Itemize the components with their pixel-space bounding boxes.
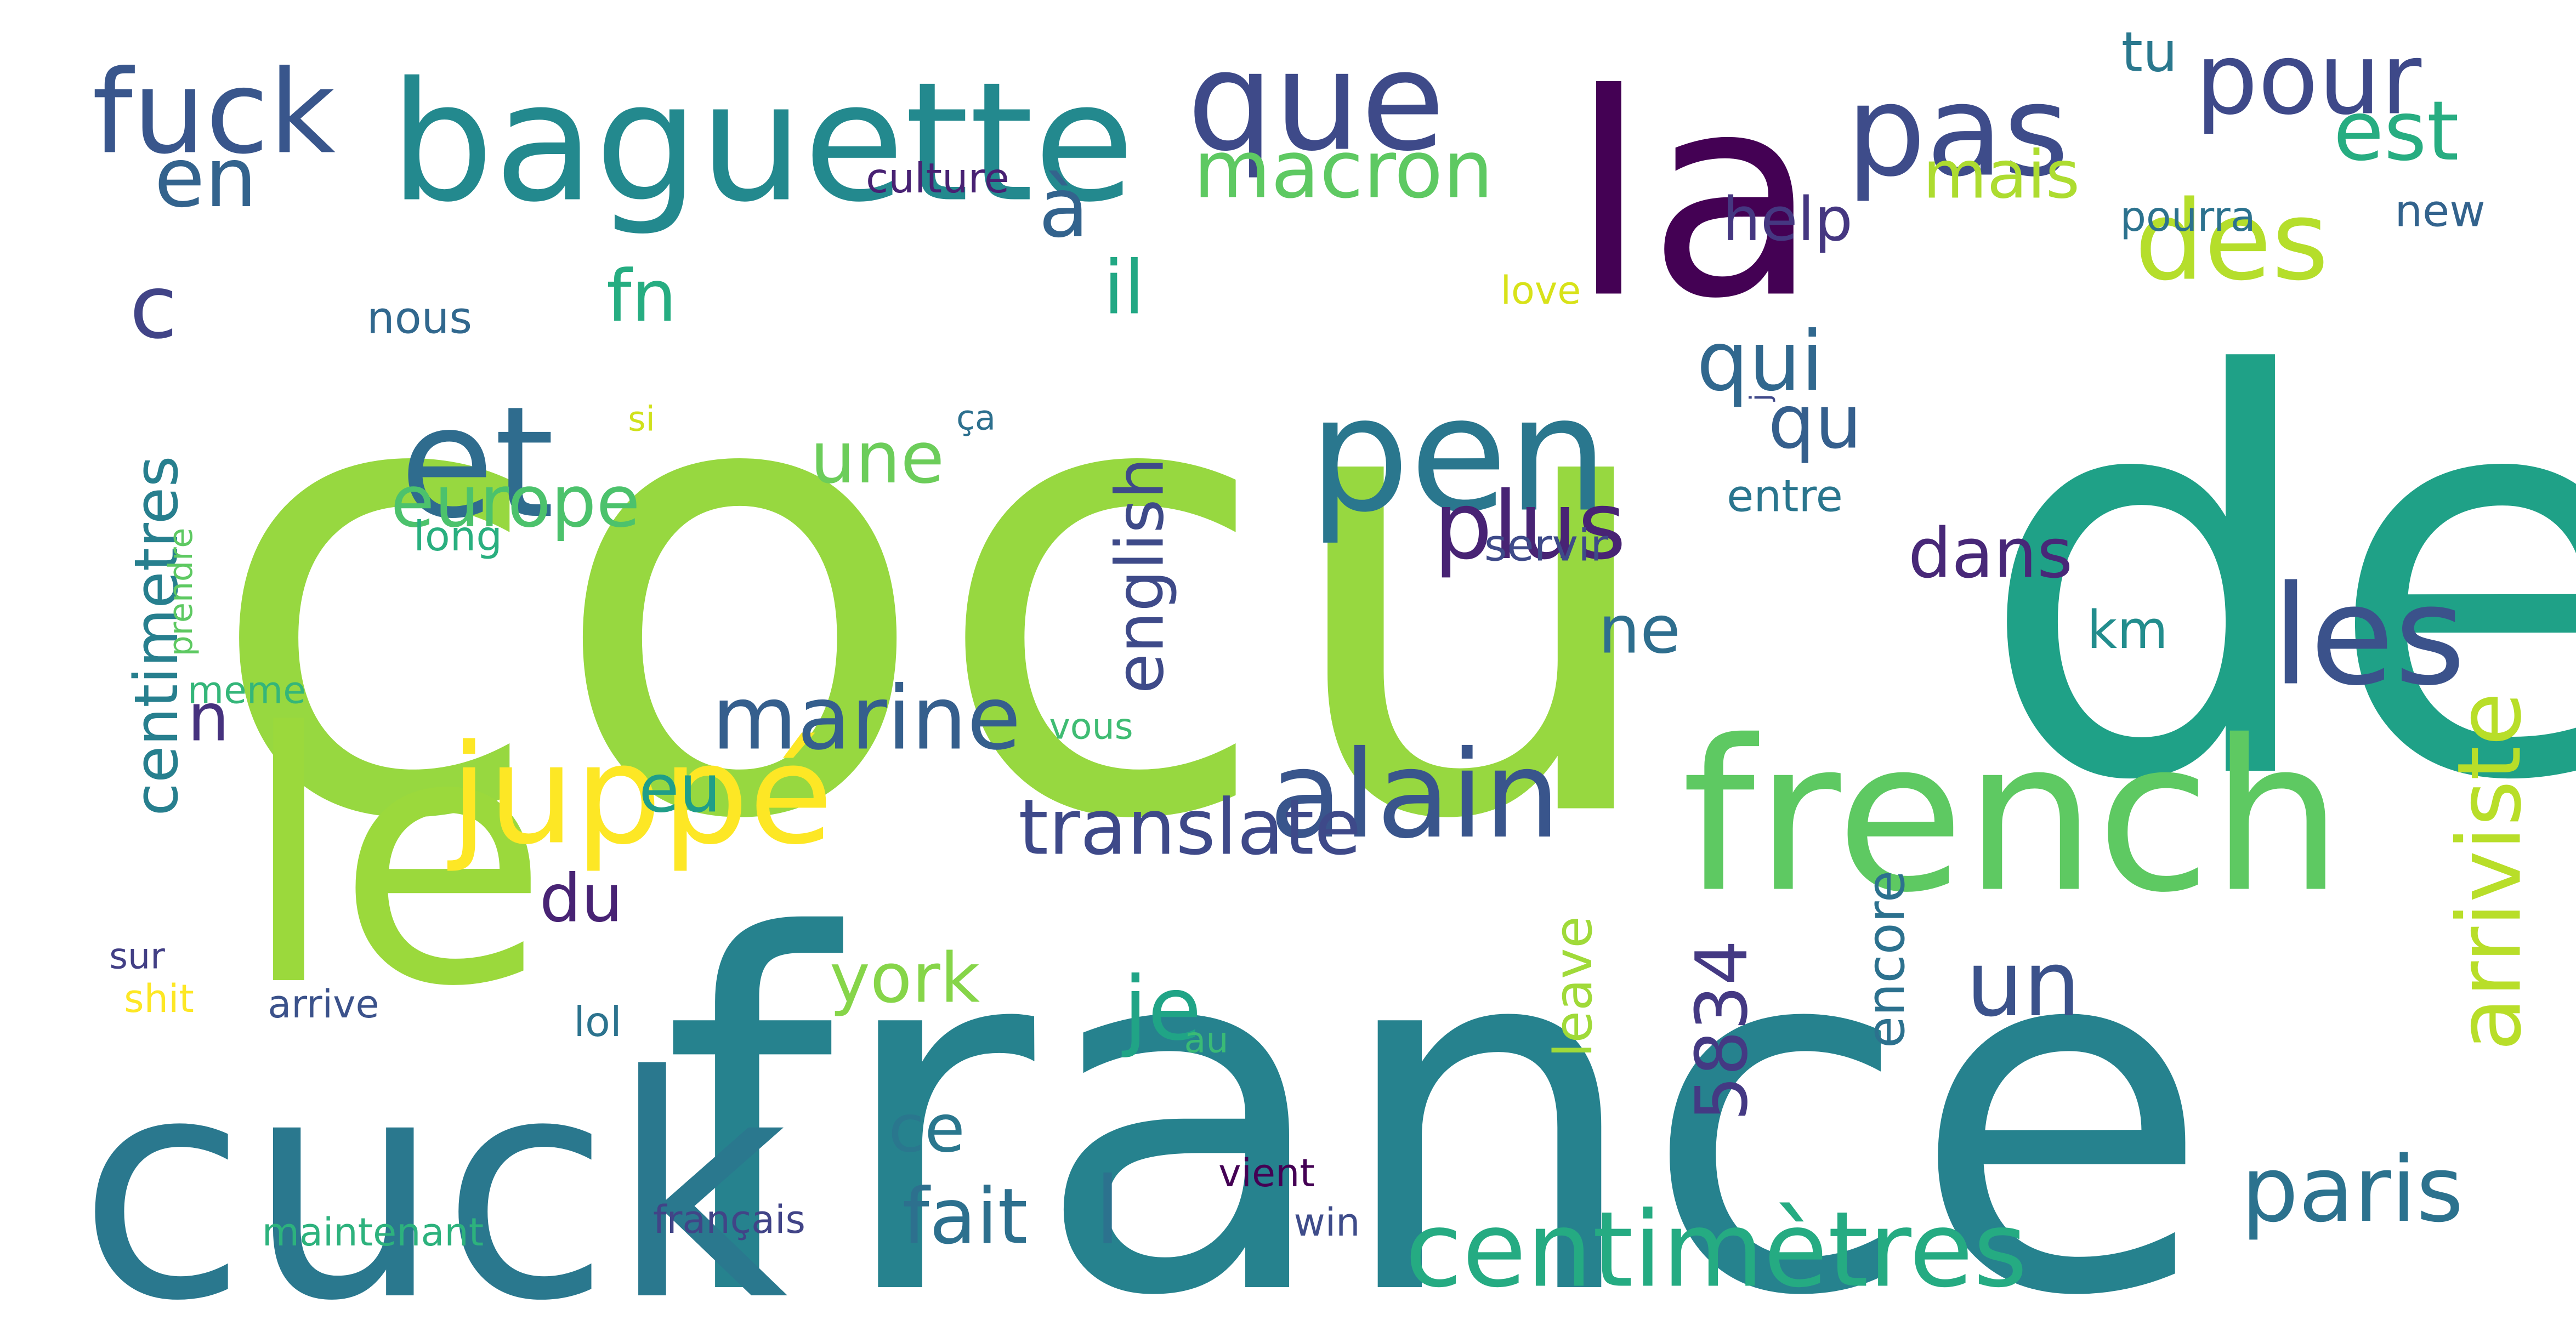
word-47: je (1122, 958, 1202, 1060)
word-11: fuck (92, 45, 336, 180)
word-66: win (1293, 1200, 1360, 1245)
word-40: fn (606, 254, 677, 338)
word-58: nous (367, 293, 472, 344)
word-29: un (1966, 931, 2080, 1037)
word-5: la (1570, 35, 1819, 360)
word-63: meme (188, 669, 306, 713)
word-54: tu (2121, 20, 2178, 84)
word-76: prendre (162, 528, 200, 657)
word-64: maintenant (262, 1210, 484, 1255)
word-52: l (1094, 1157, 1120, 1266)
word-71: sur (109, 936, 165, 977)
word-3: le (241, 659, 549, 1062)
word-4: cuck (78, 1011, 788, 1320)
word-74: si (628, 399, 655, 439)
word-59: love (1501, 268, 1581, 313)
word-21: translate (1018, 783, 1361, 873)
word-57: new (2395, 186, 2485, 237)
word-75: ça (956, 398, 996, 438)
word-6: baguette (389, 47, 1134, 238)
word-25: macron (1194, 124, 1494, 217)
word-31: english (1103, 457, 1179, 693)
word-17: des (2135, 178, 2329, 305)
word-35: à (1039, 161, 1089, 256)
word-50: york (830, 939, 980, 1019)
word-24: en (154, 130, 257, 226)
word-48: encore (1856, 870, 1916, 1048)
word-28: paris (2241, 1137, 2464, 1242)
word-42: il (1103, 245, 1144, 331)
word-14: juppé (447, 715, 833, 875)
word-1: de (1977, 262, 2576, 900)
word-22: une (810, 416, 945, 499)
word-60: servir (1484, 520, 1608, 571)
word-39: qu (1768, 379, 1862, 465)
word-41: c (129, 256, 178, 359)
word-16: les (2272, 556, 2466, 716)
word-23: europe (391, 460, 640, 543)
word-36: dans (1908, 514, 2073, 594)
word-51: ce (888, 1091, 965, 1168)
word-0: cocu (205, 229, 1671, 956)
word-67: vient (1218, 1151, 1315, 1196)
word-44: eu (639, 752, 721, 828)
word-34: fait (903, 1173, 1028, 1262)
word-8: que (1187, 22, 1445, 181)
word-56: pourra (2120, 192, 2255, 241)
word-15: alain (1269, 725, 1560, 865)
word-27: arriviste (2438, 692, 2541, 1051)
word-65: français (653, 1197, 805, 1242)
word-30: centimetres (121, 456, 191, 816)
word-20: marine (712, 667, 1021, 770)
word-70: shit (124, 976, 194, 1021)
word-45: du (540, 861, 623, 937)
word-12: et (400, 374, 554, 553)
word-72: vous (1049, 707, 1133, 748)
word-32: qui (1696, 314, 1824, 409)
word-19: plus (1433, 472, 1626, 581)
word-9: pas (1846, 59, 2069, 205)
word-73: au (1184, 1020, 1228, 1061)
word-37: help (1722, 184, 1853, 254)
word-62: long (413, 512, 502, 560)
word-46: 5834 (1680, 940, 1763, 1122)
word-77: j (1744, 394, 1776, 402)
word-7: french (1682, 696, 2343, 938)
word-33: mais (1923, 138, 2080, 214)
word-13: pen (1309, 363, 1608, 548)
word-26: est (2333, 84, 2459, 179)
word-43: n (188, 680, 229, 756)
word-10: pour (2195, 22, 2421, 137)
word-18: centimètres (1405, 1190, 2027, 1311)
word-49: leave (1544, 916, 1604, 1057)
word-53: km (2087, 600, 2168, 661)
word-55: culture (866, 154, 1009, 202)
word-69: lol (574, 998, 622, 1046)
word-68: arrive (268, 982, 379, 1027)
word-61: entre (1727, 471, 1843, 522)
word-38: ne (1598, 593, 1681, 669)
word-2: france (662, 834, 2211, 1320)
